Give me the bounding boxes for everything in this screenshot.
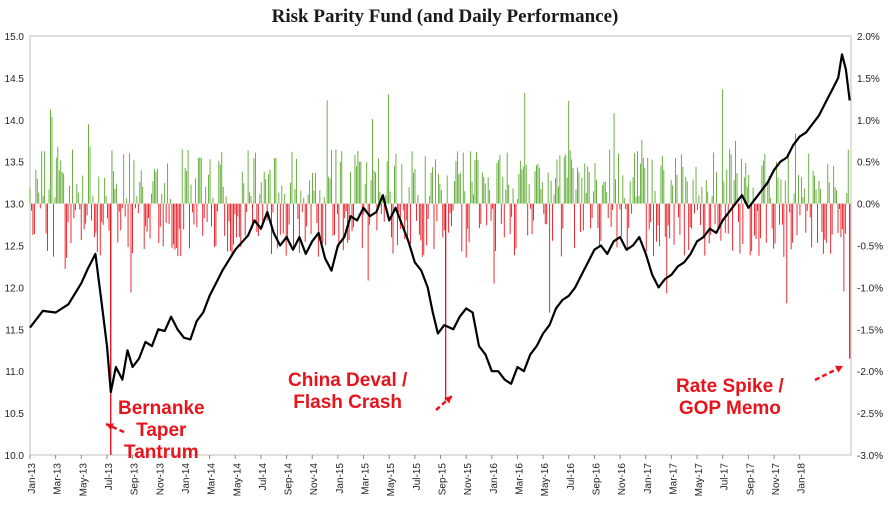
x-axis-tick-label: Sep-14 bbox=[284, 463, 295, 496]
x-axis-tick-label: Jan-15 bbox=[335, 463, 346, 494]
annotation-china-deval: China Deval / Flash Crash bbox=[288, 370, 407, 414]
annotation-line: Bernanke bbox=[118, 398, 205, 419]
x-axis-tick-label: Nov-13 bbox=[155, 463, 166, 496]
x-axis-tick-label: Jan-13 bbox=[27, 463, 38, 494]
x-axis-tick-label: Sep-13 bbox=[130, 463, 141, 496]
x-axis-tick-label: Mar-14 bbox=[207, 463, 218, 495]
x-axis-tick-label: Jan-14 bbox=[181, 463, 192, 494]
annotation-line: Taper bbox=[136, 420, 187, 441]
x-axis-tick-label: May-17 bbox=[694, 463, 705, 497]
x-axis-tick-label: May-15 bbox=[386, 463, 397, 497]
right-axis-tick-label: -1.0% bbox=[857, 283, 883, 294]
right-axis-tick-label: 1.5% bbox=[857, 74, 880, 85]
annotation-line: GOP Memo bbox=[678, 398, 781, 419]
x-axis-tick-label: Nov-14 bbox=[309, 463, 320, 496]
x-axis-tick-label: Sep-17 bbox=[745, 463, 756, 496]
left-axis-tick-label: 13.5 bbox=[5, 158, 25, 169]
right-axis-tick-label: 0.0% bbox=[857, 200, 880, 211]
annotation-line: Flash Crash bbox=[293, 392, 403, 413]
x-axis-tick-label: Jul-17 bbox=[720, 463, 731, 491]
x-axis-tick-label: Nov-16 bbox=[617, 463, 628, 496]
x-axis-tick-label: Mar-16 bbox=[514, 463, 525, 495]
right-axis-tick-label: 1.0% bbox=[857, 116, 880, 127]
x-axis-tick-label: Nov-17 bbox=[771, 463, 782, 496]
left-axis-tick-label: 14.5 bbox=[5, 74, 25, 85]
right-axis-tick-label: 0.5% bbox=[857, 158, 880, 169]
x-axis-tick-label: Mar-13 bbox=[53, 463, 64, 495]
x-axis-tick-label: Jul-15 bbox=[412, 463, 423, 491]
left-axis-tick-label: 10.5 bbox=[5, 409, 25, 420]
right-axis-tick-label: -0.5% bbox=[857, 242, 883, 253]
x-axis-tick-label: Jan-16 bbox=[489, 463, 500, 494]
right-axis-tick-label: -3.0% bbox=[857, 451, 883, 462]
left-axis-tick-label: 10.0 bbox=[5, 451, 25, 462]
annotation-arrow-bernanke-head bbox=[106, 423, 114, 431]
x-axis-tick-label: Nov-15 bbox=[463, 463, 474, 496]
x-axis-tick-label: Jan-18 bbox=[797, 463, 808, 494]
x-axis-tick-label: May-14 bbox=[232, 463, 243, 497]
right-axis-tick-label: 2.0% bbox=[857, 32, 880, 43]
left-axis-tick-label: 11.5 bbox=[5, 325, 24, 336]
right-axis-tick-label: -2.5% bbox=[857, 409, 883, 420]
annotation-line: Rate Spike / bbox=[676, 376, 784, 397]
left-axis-tick-label: 12.5 bbox=[5, 242, 25, 253]
x-axis-tick-label: Jul-13 bbox=[104, 463, 115, 491]
price-line bbox=[29, 53, 851, 394]
x-axis-tick-label: Jul-14 bbox=[258, 463, 269, 491]
x-axis-tick-label: May-13 bbox=[78, 463, 89, 497]
x-axis-tick-label: May-16 bbox=[540, 463, 551, 497]
x-axis-tick-label: Mar-17 bbox=[668, 463, 679, 495]
x-axis-tick-label: Sep-15 bbox=[438, 463, 449, 496]
annotation-bernanke: Bernanke Taper Tantrum bbox=[118, 398, 205, 464]
right-axis-tick-label: -1.5% bbox=[857, 325, 883, 336]
left-axis-tick-label: 14.0 bbox=[5, 116, 25, 127]
left-axis-tick-label: 12.0 bbox=[5, 283, 25, 294]
left-axis-tick-label: 11.0 bbox=[5, 367, 24, 378]
annotation-line: China Deval / bbox=[288, 370, 408, 391]
x-axis-tick-label: Jan-17 bbox=[643, 463, 654, 494]
annotation-line: Tantrum bbox=[124, 442, 199, 463]
right-axis-tick-label: -2.0% bbox=[857, 367, 883, 378]
annotation-arrow-china-head bbox=[444, 396, 452, 404]
left-axis-tick-label: 15.0 bbox=[5, 32, 25, 43]
annotation-rate-spike: Rate Spike / GOP Memo bbox=[676, 376, 784, 420]
left-axis-tick-label: 13.0 bbox=[5, 200, 25, 211]
chart-title: Risk Parity Fund (and Daily Performance) bbox=[271, 6, 619, 27]
x-axis-tick-label: Sep-16 bbox=[591, 463, 602, 496]
annotation-arrow-rate-spike-head bbox=[835, 365, 843, 373]
x-axis-tick-label: Mar-15 bbox=[361, 463, 372, 495]
x-axis-tick-label: Jul-16 bbox=[566, 463, 577, 491]
